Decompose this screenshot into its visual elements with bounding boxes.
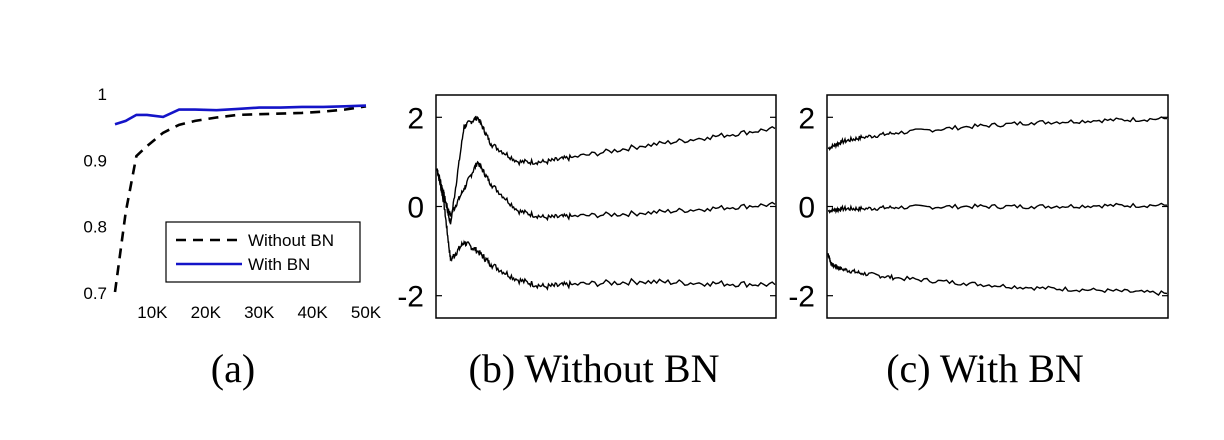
panel-b-series-line-2 (436, 168, 776, 291)
panel-a-series-line-0 (113, 105, 367, 293)
panel-b-ytick-label: 0 (407, 192, 424, 225)
panel-a-series-line-1 (114, 104, 367, 126)
panel-a-xtick-label: 30K (244, 303, 275, 322)
panel-c-ytick-label: 0 (798, 192, 815, 225)
panel-a-legend-box (165, 221, 361, 283)
panel-a-legend-label: Without BN (248, 231, 334, 250)
panel-b-ytick-label: 2 (407, 102, 424, 135)
panel-c-series-line-1 (827, 202, 1168, 215)
panel-c-frame (826, 94, 1169, 319)
panel-a-ytick-label: 0.8 (83, 218, 107, 237)
panel-c-ytick-label: -2 (788, 281, 815, 314)
panel-a-caption: (a) (211, 346, 255, 391)
panel-b-frame (435, 94, 777, 319)
panel-b-caption: (b) Without BN (469, 346, 720, 391)
panel-a-ytick-label: 0.7 (83, 284, 107, 303)
panel-a-ytick-label: 0.9 (83, 151, 107, 170)
panel-a-legend-label: With BN (248, 255, 310, 274)
panel-c-caption: (c) With BN (886, 346, 1084, 391)
panel-a-xtick-label: 10K (137, 303, 168, 322)
panel-a-xtick-label: 50K (351, 303, 382, 322)
panel-b: (b) Without BN -2 0 2 (397, 94, 777, 391)
panel-c: (c) With BN -2 0 2 (788, 94, 1169, 391)
panel-c-series-line-0 (827, 116, 1167, 151)
panel-b-ytick-label: -2 (397, 281, 424, 314)
panel-c-series-line-2 (827, 253, 1168, 296)
panel-b-series-line-1 (436, 160, 776, 222)
panel-a-ytick-label: 1 (98, 85, 107, 104)
panel-a-xtick-label: 40K (297, 303, 328, 322)
panel-a-xtick-label: 20K (191, 303, 222, 322)
panel-a-legend: Without BN With BN (165, 221, 361, 283)
panel-c-ytick-label: 2 (798, 102, 815, 135)
panel-b-series-line-0 (436, 115, 776, 225)
